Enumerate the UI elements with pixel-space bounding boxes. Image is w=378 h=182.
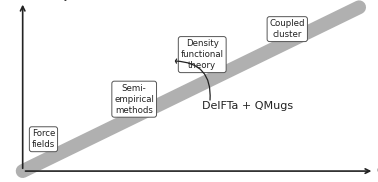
- Text: Force
fields: Force fields: [32, 129, 55, 149]
- Text: Semi-
empirical
methods: Semi- empirical methods: [114, 84, 154, 115]
- Text: DelFTa + QMugs: DelFTa + QMugs: [202, 101, 293, 110]
- Text: Accuracy: Accuracy: [23, 0, 70, 1]
- Text: Cost: Cost: [376, 166, 378, 176]
- Text: Density
functional
theory: Density functional theory: [181, 39, 224, 70]
- Text: Coupled
cluster: Coupled cluster: [270, 19, 305, 39]
